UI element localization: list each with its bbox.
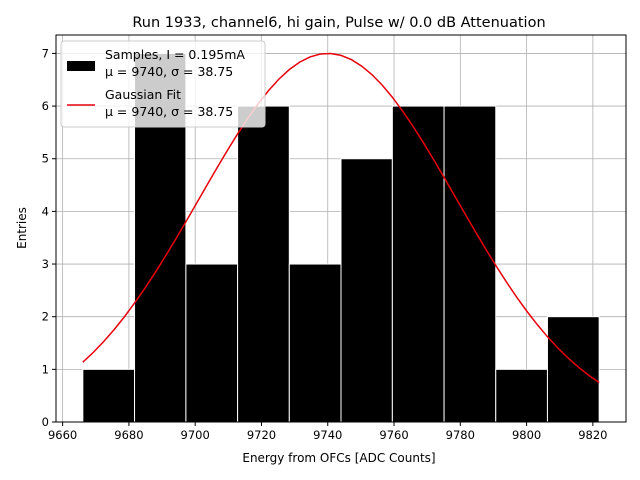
legend-samples-stats: μ = 9740, σ = 38.75 xyxy=(105,64,233,79)
histogram-bar-8 xyxy=(495,368,548,423)
chart-title: Run 1933, channel6, hi gain, Pulse w/ 0.… xyxy=(132,15,545,31)
histogram-bar-3 xyxy=(237,105,290,423)
histogram-bar-7 xyxy=(443,105,497,423)
gaussian-fit-curve xyxy=(82,52,600,384)
histogram-bar-4 xyxy=(288,263,342,423)
x-tick-label-8: 9820 xyxy=(578,428,607,442)
x-tick-label-5: 9760 xyxy=(379,428,408,442)
y-tick-label-7: 7 xyxy=(42,46,49,60)
x-tick-label-2: 9700 xyxy=(181,428,210,442)
legend-samples-label: Samples, I = 0.195mA xyxy=(105,47,245,62)
y-tick-label-4: 4 xyxy=(42,204,49,218)
histogram-bar-9 xyxy=(546,316,600,423)
legend: Samples, I = 0.195mA μ = 9740, σ = 38.75… xyxy=(60,40,266,128)
legend-fit-label: Gaussian Fit xyxy=(105,87,181,102)
histogram-bar-0 xyxy=(82,368,136,423)
y-tick-label-5: 5 xyxy=(42,152,49,166)
legend-box xyxy=(60,40,266,128)
y-axis-ticks: 0 1 2 3 4 5 6 7 xyxy=(42,46,56,429)
y-tick-label-2: 2 xyxy=(42,310,49,324)
y-tick-label-0: 0 xyxy=(42,415,49,429)
x-axis-ticks: 9660 9680 9700 9720 9740 9760 9780 9800 9820 xyxy=(48,422,608,442)
y-tick-label-1: 1 xyxy=(42,362,49,376)
histogram-bar-5 xyxy=(340,158,393,423)
histogram-bar-6 xyxy=(391,105,445,423)
legend-fit-stats: μ = 9740, σ = 38.75 xyxy=(105,104,233,119)
plot-frame xyxy=(55,34,627,423)
x-tick-label-0: 9660 xyxy=(48,428,77,442)
gaussian-fit xyxy=(82,52,600,384)
x-axis-label: Energy from OFCs [ADC Counts] xyxy=(242,451,435,465)
y-tick-label-3: 3 xyxy=(42,257,49,271)
x-tick-label-4: 9740 xyxy=(313,428,342,442)
legend-samples-swatch xyxy=(67,61,95,71)
x-tick-label-1: 9680 xyxy=(114,428,143,442)
x-tick-label-3: 9720 xyxy=(247,428,276,442)
x-tick-label-6: 9780 xyxy=(446,428,475,442)
y-axis-label: Entries xyxy=(15,207,29,249)
histogram-bar-2 xyxy=(185,263,239,423)
x-tick-label-7: 9800 xyxy=(512,428,541,442)
y-tick-label-6: 6 xyxy=(42,99,49,113)
